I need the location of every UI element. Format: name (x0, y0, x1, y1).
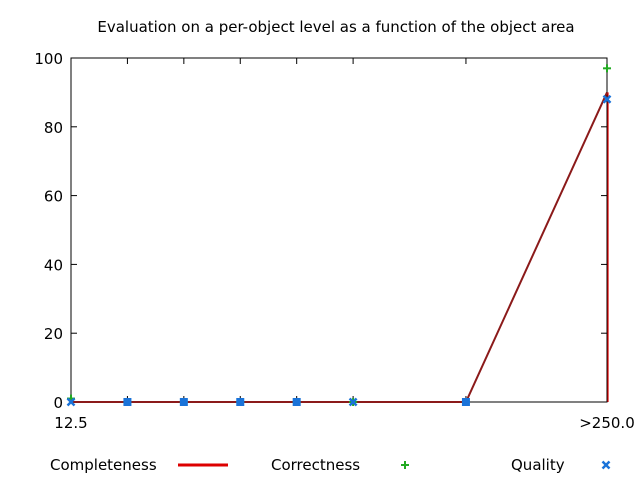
quality-point (461, 398, 470, 406)
y-tick-label: 40 (44, 256, 63, 274)
correctness-point (603, 64, 611, 73)
legend-label: Quality (511, 456, 565, 474)
legend-item-correctness: Correctness (271, 456, 409, 474)
legend-plus-swatch (401, 461, 409, 469)
y-axis: 0 20 40 60 80 100 (34, 50, 607, 412)
series-completeness (71, 91, 609, 403)
x-axis: 12.5 >250.0 (54, 58, 635, 432)
quality-point (66, 397, 76, 407)
legend-cross-swatch (601, 460, 611, 470)
quality-point (348, 397, 358, 407)
quality-point (292, 398, 301, 406)
legend: Completeness Correctness Quality (50, 456, 611, 474)
quality-point (602, 94, 612, 104)
x-tick-label: 12.5 (54, 414, 87, 432)
quality-point (179, 398, 188, 406)
legend-label: Correctness (271, 456, 360, 474)
series-quality (66, 94, 612, 407)
y-tick-label: 100 (34, 50, 63, 68)
quality-point (236, 398, 245, 406)
y-tick-label: 20 (44, 325, 63, 343)
legend-item-completeness: Completeness (50, 456, 228, 474)
completeness-line (71, 91, 608, 403)
series-correctness (67, 64, 611, 406)
legend-item-quality: Quality (511, 456, 611, 474)
legend-label: Completeness (50, 456, 157, 474)
y-tick-label: 60 (44, 188, 63, 206)
series-layer (66, 64, 612, 407)
chart-title: Evaluation on a per-object level as a fu… (97, 18, 574, 36)
plot-frame (70, 57, 608, 403)
quality-point (123, 398, 132, 406)
x-tick-label: >250.0 (579, 414, 635, 432)
y-tick-label: 80 (44, 119, 63, 137)
y-tick-label: 0 (53, 394, 63, 412)
